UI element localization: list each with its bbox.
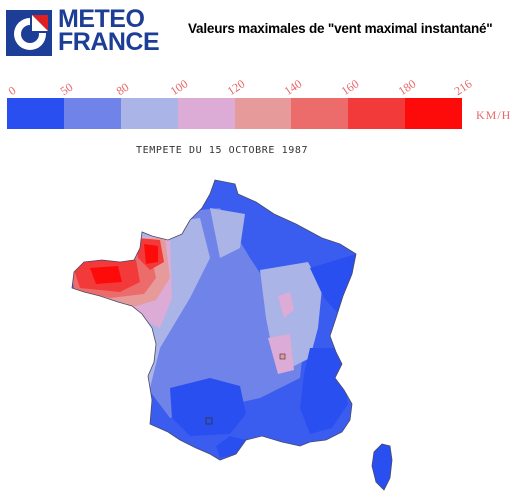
- logo-wordmark: METEO FRANCE: [58, 5, 160, 56]
- corsica: [371, 443, 393, 491]
- legend-tick: 80: [113, 79, 132, 99]
- legend-swatch: [120, 98, 178, 129]
- legend-tick: 216: [451, 76, 475, 99]
- meteo-france-logo: METEO FRANCE: [6, 5, 161, 58]
- legend-tick: 140: [281, 76, 305, 99]
- france-outline: [71, 179, 357, 461]
- legend-unit: KM/H: [476, 108, 512, 122]
- france-wind-map: [71, 179, 393, 491]
- legend-tick: 0: [5, 83, 19, 99]
- legend-swatch: [405, 98, 463, 129]
- meteo-france-logo-icon: [6, 10, 52, 56]
- legend-swatch: [177, 98, 235, 129]
- station-marker: [279, 353, 286, 360]
- legend-swatch: [291, 98, 349, 129]
- station-marker: [205, 417, 213, 425]
- legend-tick: 180: [395, 76, 419, 99]
- logo-line-2: FRANCE: [58, 28, 160, 56]
- legend-tick: 120: [224, 76, 248, 99]
- legend-color-bar: [7, 98, 463, 129]
- legend-swatch: [348, 98, 406, 129]
- legend-swatch: [234, 98, 292, 129]
- legend-swatch: [63, 98, 121, 129]
- legend-tick: 100: [167, 76, 191, 99]
- legend-tick: 160: [338, 76, 362, 99]
- map-subtitle: TEMPETE DU 15 OCTOBRE 1987: [136, 145, 309, 156]
- legend-swatch: [7, 98, 64, 129]
- page-title: Valeurs maximales de "vent maximal insta…: [188, 21, 493, 36]
- legend-tick: 50: [57, 79, 76, 99]
- logo-line-1: METEO: [58, 5, 145, 33]
